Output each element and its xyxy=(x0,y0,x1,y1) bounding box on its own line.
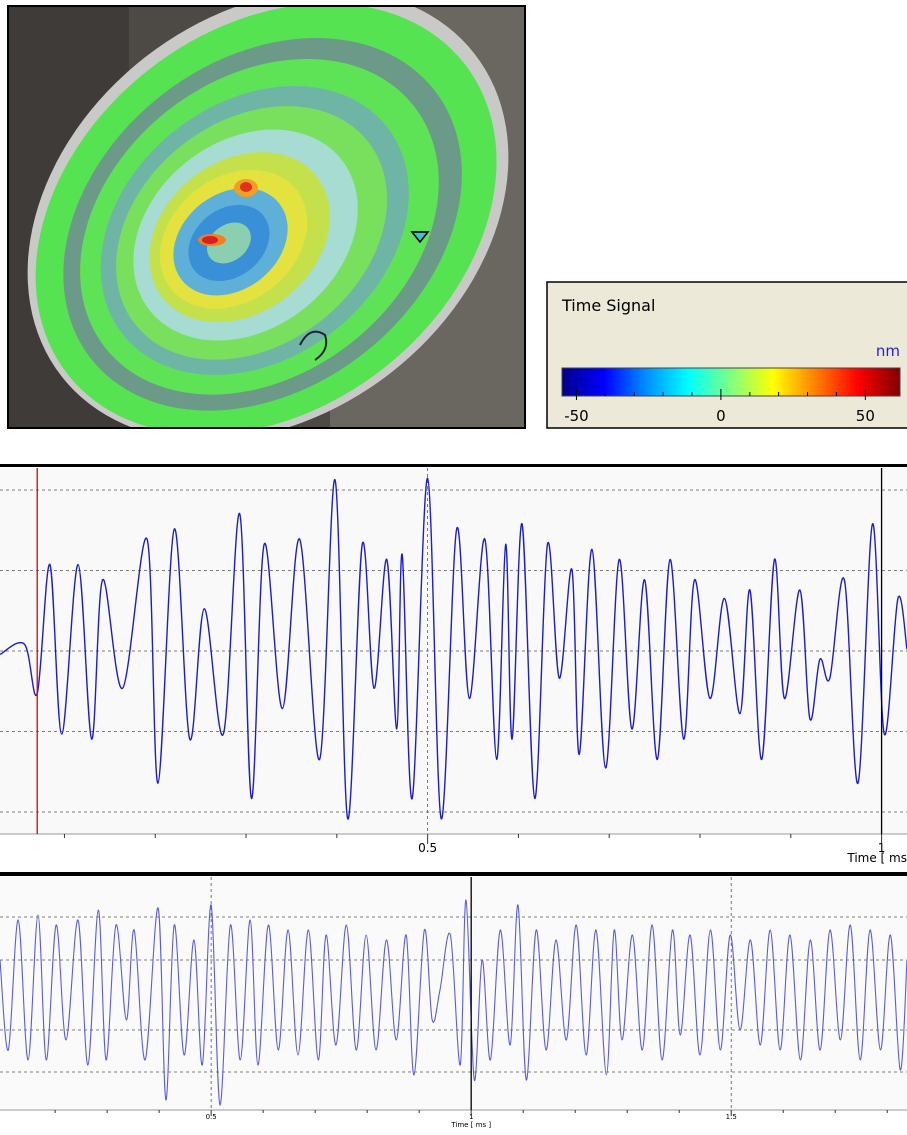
colorbar-gradient xyxy=(561,367,901,397)
signal-line xyxy=(0,899,907,1106)
colorbar-title: Time Signal xyxy=(561,296,655,315)
x-axis-strip xyxy=(0,834,907,871)
colorbar-tick-label: 0 xyxy=(716,407,726,425)
x-tick-label: 0.5 xyxy=(418,841,437,855)
signal-line xyxy=(0,477,907,820)
x-axis-label: Time [ ms ] xyxy=(450,1121,491,1129)
x-tick-label: 1 xyxy=(469,1113,473,1121)
colorbar-unit: nm xyxy=(876,342,900,360)
time-signal-plot: 0.5 1 1.5 Time [ ms ] xyxy=(0,877,907,1131)
colorbar-panel: Time Signal nm -50 0 50 xyxy=(546,281,907,429)
colorbar-tick-label: 50 xyxy=(856,407,875,425)
x-tick-label: 1.5 xyxy=(726,1113,737,1121)
colorbar-tick-label: -50 xyxy=(564,407,589,425)
plot-frames xyxy=(0,464,907,876)
disc-image xyxy=(7,5,526,429)
x-axis-strip xyxy=(0,1110,907,1131)
x-tick-label: 0.5 xyxy=(206,1113,217,1121)
plot-area xyxy=(0,877,907,1110)
x-tick-label: 1 xyxy=(878,841,886,855)
x-axis-label: Time [ ms xyxy=(846,851,907,865)
